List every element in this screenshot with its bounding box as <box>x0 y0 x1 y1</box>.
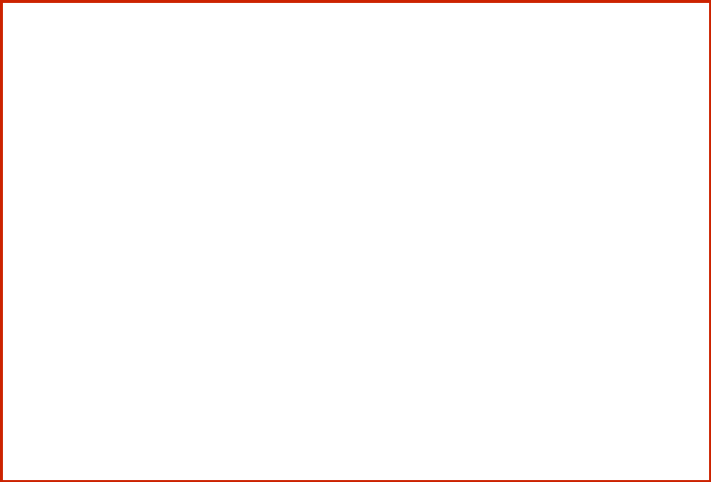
Ellipse shape <box>69 97 91 117</box>
Text: • PI3K/AKT pathway: • PI3K/AKT pathway <box>434 315 547 325</box>
Text: • Inflammation: • Inflammation <box>125 335 211 345</box>
Text: • Glucose uptake: • Glucose uptake <box>434 295 533 305</box>
Text: Anticancer
effects: Anticancer effects <box>497 93 586 125</box>
Text: • Hippo pathway: • Hippo pathway <box>434 335 530 345</box>
Text: • Mitochondrial complex-I: • Mitochondrial complex-I <box>434 275 582 285</box>
Circle shape <box>384 122 394 132</box>
Text: Dabour MS, et al. J Am Coll Cardiol CardioOnc. 2024;6(2):159-182.: Dabour MS, et al. J Am Coll Cardiol Card… <box>47 401 486 414</box>
Text: Sodium-glucose cotransporter-2 (SGLT2) inhibitors in cardio-oncology: Sodium-glucose cotransporter-2 (SGLT2) i… <box>82 43 629 57</box>
Ellipse shape <box>367 87 411 131</box>
Bar <box>356 145 665 257</box>
Text: • Autophagy: • Autophagy <box>125 203 197 213</box>
Text: • Energy metabolism: • Energy metabolism <box>125 163 246 173</box>
Bar <box>47 30 665 73</box>
Bar <box>47 73 356 145</box>
Circle shape <box>371 117 381 127</box>
Bar <box>5 425 706 473</box>
Text: • AMPK: • AMPK <box>434 163 476 173</box>
Circle shape <box>384 86 394 96</box>
Text: • ER stress: • ER stress <box>125 275 188 285</box>
Circle shape <box>366 104 376 114</box>
Bar <box>356 257 665 385</box>
Text: response: response <box>434 197 496 207</box>
Text: AMPK = adenosine monophosphate-activated protein kinase; ER = endoplasmic reticu: AMPK = adenosine monophosphate-activated… <box>12 449 648 459</box>
Circle shape <box>371 91 381 101</box>
Text: This illustration summarizes both the cardioprotective and the anticancer mechan: This illustration summarizes both the ca… <box>12 433 711 443</box>
Bar <box>45 28 667 387</box>
Polygon shape <box>365 152 423 250</box>
Text: • Anticancer immune: • Anticancer immune <box>434 183 556 193</box>
Bar <box>47 257 356 385</box>
Text: • Mitochondrial biogenesis: • Mitochondrial biogenesis <box>125 183 278 193</box>
Text: • Oxidative stress: • Oxidative stress <box>125 315 227 325</box>
Polygon shape <box>56 152 114 250</box>
Circle shape <box>397 117 407 127</box>
Polygon shape <box>365 264 423 378</box>
Ellipse shape <box>58 87 102 131</box>
Bar <box>356 73 665 145</box>
Circle shape <box>397 91 407 101</box>
Text: The Role of SGLT2 Inhibitors in Cardio-Oncology: The Role of SGLT2 Inhibitors in Cardio-O… <box>165 6 500 19</box>
Circle shape <box>402 104 412 114</box>
Bar <box>47 145 356 257</box>
Text: Cardioprotective
effects: Cardioprotective effects <box>163 93 301 125</box>
Text: CENTRAL ILLUSTRATION: CENTRAL ILLUSTRATION <box>10 6 178 19</box>
Bar <box>0 0 711 26</box>
Polygon shape <box>56 264 114 378</box>
Text: • Ketone bodies: • Ketone bodies <box>125 223 216 233</box>
Text: • Ferroptosis: • Ferroptosis <box>125 295 198 305</box>
